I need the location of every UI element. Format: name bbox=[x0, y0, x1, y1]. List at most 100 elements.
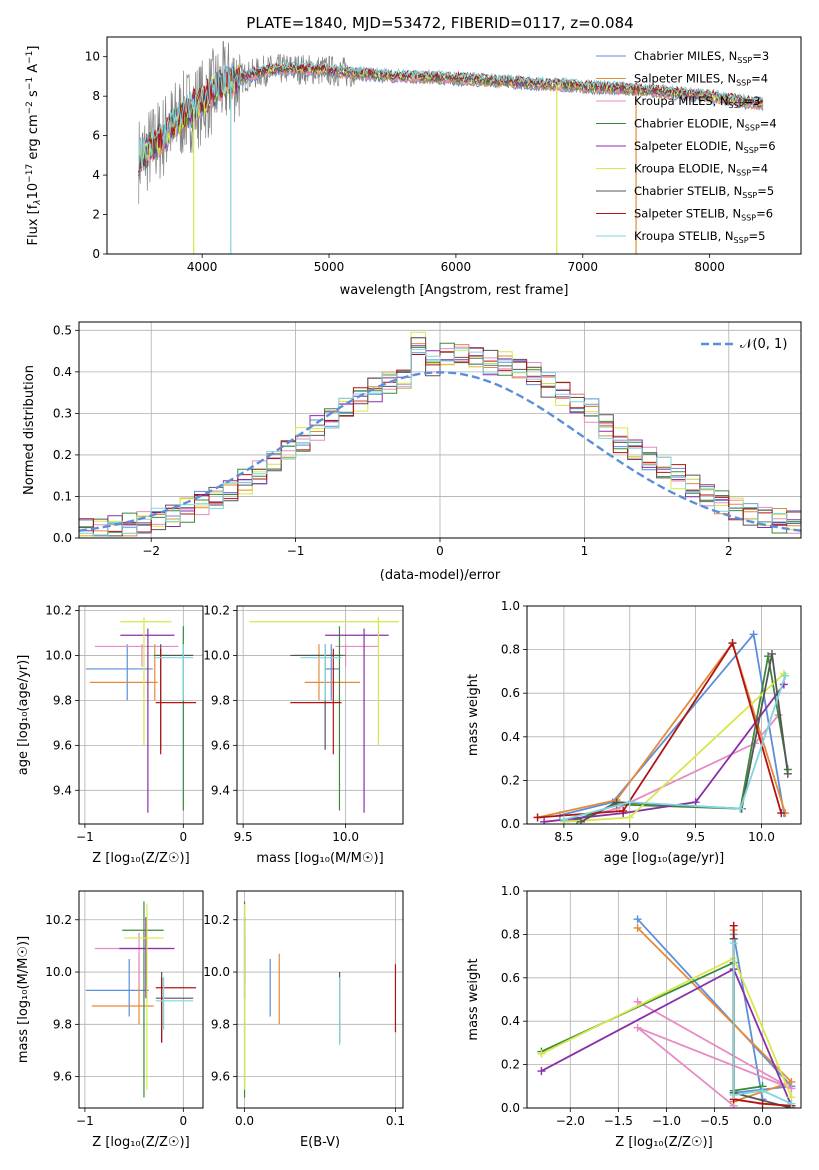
x-tick-label: −1 bbox=[76, 1114, 94, 1128]
y-tick-label: 0.4 bbox=[501, 1014, 520, 1028]
legend-subscript: SSP bbox=[734, 236, 749, 245]
y-tick-label: 0.2 bbox=[53, 448, 72, 462]
mass-vs-metallicity-plot: −1 0 9.6 9.8 10.0 10.2 Z [log₁₀(Z/Z☉)] mass [lo… bbox=[16, 890, 204, 1150]
legend-entry: Salpeter MILES, NSSP=4 bbox=[634, 72, 768, 88]
plot-area bbox=[79, 331, 801, 537]
x-axis-label: mass [log₁₀(M/M☉)] bbox=[256, 851, 383, 866]
mass-weight-series-line bbox=[544, 683, 785, 823]
axes-frame bbox=[78, 605, 204, 825]
x-tick-label: −1.0 bbox=[652, 1114, 681, 1128]
mass-weight-series-line bbox=[580, 653, 789, 823]
plot-area bbox=[85, 617, 197, 813]
mass-weight-point-marker bbox=[577, 817, 586, 824]
legend-nssp: =3 bbox=[744, 94, 761, 108]
legend-nssp: =4 bbox=[751, 72, 768, 86]
y-tick-label: 0.4 bbox=[53, 365, 72, 379]
x-tick-label: 9.5 bbox=[686, 830, 705, 844]
y-tick-label: 10.0 bbox=[203, 648, 230, 662]
mass-weight-point-marker bbox=[625, 798, 634, 807]
plot-area bbox=[85, 901, 197, 1098]
y-axis-label: Normed distribution bbox=[22, 365, 37, 495]
x-axis-label: E(B-V) bbox=[300, 1135, 340, 1150]
mass-weight-point-marker bbox=[619, 806, 628, 815]
residual-histogram-plot: −2 −1 0 1 2 0.0 0.1 0.2 0.3 0.4 0.5 (data-model)/er… bbox=[22, 321, 802, 583]
y-tick-label: 0.4 bbox=[501, 730, 520, 744]
y-axis-label: mass weight bbox=[466, 674, 481, 756]
mass-weight-point-marker bbox=[633, 915, 642, 924]
mass-weight-series-line bbox=[541, 961, 763, 1092]
legend-model-name: Kroupa ELODIE, N bbox=[634, 162, 736, 176]
y-tick-label: 9.4 bbox=[211, 783, 230, 797]
y-tick-label: 10.2 bbox=[45, 913, 72, 927]
legend-subscript: SSP bbox=[729, 101, 744, 110]
y-axis-label: age [log₁₀(age/yr)] bbox=[16, 655, 31, 776]
y-tick-label: 0 bbox=[92, 247, 100, 261]
axes-frame bbox=[106, 36, 802, 255]
mass-weight-point-marker bbox=[729, 921, 738, 930]
legend-entry: Kroupa MILES, NSSP=3 bbox=[634, 94, 760, 110]
y-tick-label: 0.8 bbox=[501, 927, 520, 941]
legend-nssp: =6 bbox=[756, 207, 773, 221]
age-vs-metallicity-plot: −1 0 9.4 9.6 9.8 10.0 10.2 Z [log₁₀(Z/Z☉)] age [… bbox=[16, 603, 204, 866]
legend-entry: Salpeter ELODIE, NSSP=6 bbox=[634, 139, 776, 155]
mass-weight-series-line bbox=[537, 641, 787, 819]
y-tick-label: 9.4 bbox=[53, 783, 72, 797]
legend-entry: Chabrier STELIB, NSSP=5 bbox=[634, 184, 774, 200]
plot-area bbox=[533, 630, 792, 824]
y-tick-label: 9.6 bbox=[53, 738, 72, 752]
axes-frame bbox=[236, 605, 404, 825]
y-tick-label: 10.0 bbox=[45, 648, 72, 662]
y-tick-label: 0.3 bbox=[53, 406, 72, 420]
mass-weight-point-marker bbox=[729, 939, 738, 948]
mass-weight-series-line bbox=[563, 675, 787, 821]
mass-weight-point-marker bbox=[729, 1090, 738, 1099]
legend-entry: 𝒩(0, 1) bbox=[740, 337, 787, 352]
y-tick-label: 1.0 bbox=[501, 884, 520, 898]
mass-weight-point-marker bbox=[537, 1067, 546, 1076]
axes-frame bbox=[78, 890, 204, 1109]
x-tick-label: −1 bbox=[76, 830, 94, 844]
y-tick-label: 6 bbox=[92, 129, 100, 143]
y-tick-label: 10.2 bbox=[45, 603, 72, 617]
mass-vs-extinction-plot: 0.0 0.1 9.6 9.8 10.0 10.2 E(B-V) bbox=[203, 890, 405, 1150]
y-tick-label: 0.2 bbox=[501, 773, 520, 787]
x-tick-label: −1.5 bbox=[604, 1114, 633, 1128]
y-tick-label: 0.0 bbox=[501, 817, 520, 831]
legend-entry: Kroupa ELODIE, NSSP=4 bbox=[634, 162, 768, 178]
x-tick-label: 0 bbox=[436, 544, 444, 558]
plot-area bbox=[138, 40, 764, 254]
x-axis-label: wavelength [Angstrom, rest frame] bbox=[340, 283, 569, 298]
legend-entry: Salpeter STELIB, NSSP=6 bbox=[634, 207, 773, 223]
legend-subscript: SSP bbox=[742, 191, 757, 200]
y-tick-label: 0.5 bbox=[53, 323, 72, 337]
mass-weight-point-marker bbox=[749, 630, 758, 639]
axes-frame bbox=[526, 890, 802, 1109]
x-tick-label: 9.5 bbox=[234, 830, 253, 844]
mass-weight-series-line bbox=[732, 943, 792, 1105]
mass-weight-point-marker bbox=[691, 798, 700, 807]
legend-entry: Kroupa STELIB, NSSP=5 bbox=[634, 229, 765, 245]
mass-weight-point-marker bbox=[781, 671, 790, 680]
legend-subscript: SSP bbox=[741, 214, 756, 223]
axes-frame bbox=[526, 605, 802, 825]
y-axis-label: Flux [fλ10−17 erg cm−2 s−1 A−1] bbox=[25, 46, 43, 246]
mass-weight-point-marker bbox=[768, 649, 777, 658]
x-tick-label: 0.1 bbox=[386, 1114, 405, 1128]
x-tick-label: 0 bbox=[179, 1114, 187, 1128]
x-axis-label: Z [log₁₀(Z/Z☉)] bbox=[92, 851, 189, 866]
legend-model-name: Chabrier ELODIE, N bbox=[634, 117, 745, 131]
legend-model-name: Chabrier STELIB, N bbox=[634, 184, 742, 198]
y-tick-label: 8 bbox=[92, 89, 100, 103]
legend-nssp: =3 bbox=[752, 49, 769, 63]
y-tick-label: 10.2 bbox=[203, 603, 230, 617]
legend-nssp: =5 bbox=[749, 229, 766, 243]
y-tick-label: 4 bbox=[92, 168, 100, 182]
x-axis-label: Z [log₁₀(Z/Z☉)] bbox=[615, 1135, 712, 1150]
mass-weight-point-marker bbox=[783, 769, 792, 778]
y-tick-label: 1.0 bbox=[501, 599, 520, 613]
legend-model-name: Salpeter ELODIE, N bbox=[634, 139, 744, 153]
x-axis-label: age [log₁₀(age/yr)] bbox=[604, 851, 725, 866]
y-tick-label: 0.8 bbox=[501, 643, 520, 657]
